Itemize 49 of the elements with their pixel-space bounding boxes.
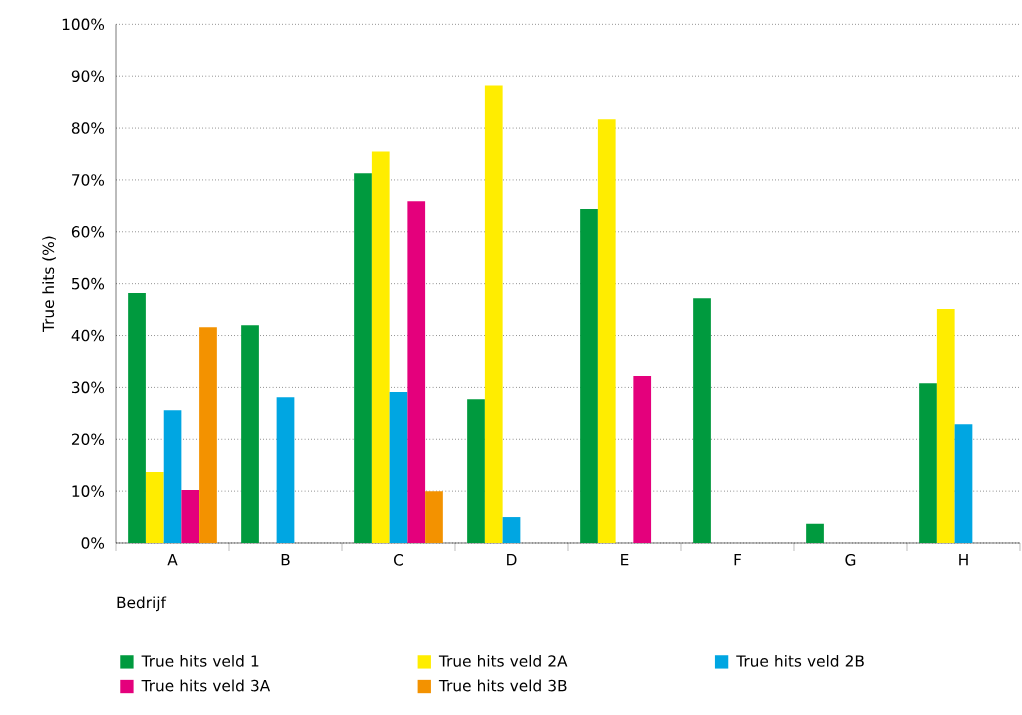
bar <box>128 293 146 543</box>
x-tick-label: E <box>621 554 629 566</box>
bar <box>954 424 973 543</box>
x-tick-label: G <box>845 554 856 566</box>
bar <box>199 327 217 543</box>
y-tick-label: 30% <box>72 381 105 394</box>
y-tick-label: 0% <box>81 537 105 549</box>
bar <box>806 523 824 543</box>
x-axis-title: Bedrijf <box>117 596 167 612</box>
legend-label: True hits veld 2A <box>438 654 568 667</box>
bar <box>580 208 598 543</box>
bar <box>919 383 937 543</box>
bar <box>936 309 955 543</box>
y-tick-label: 80% <box>71 122 105 134</box>
legend-label: True hits veld 3A <box>141 679 271 692</box>
bar <box>276 397 295 543</box>
bar <box>693 298 711 543</box>
bar <box>241 325 259 543</box>
legend-label: True hits veld 1 <box>141 654 259 667</box>
bar <box>145 471 164 543</box>
y-axis-title: True hits (%) <box>42 236 56 333</box>
x-tick-label: B <box>281 554 290 566</box>
y-tick-label: 50% <box>72 277 105 290</box>
x-tick-label: A <box>167 554 178 566</box>
bar <box>425 491 443 543</box>
bar <box>371 151 390 543</box>
x-tick-label: D <box>507 554 517 566</box>
y-tick-label: 100% <box>62 18 105 31</box>
bar <box>633 375 652 543</box>
bar <box>484 85 503 543</box>
bar <box>389 392 408 543</box>
bar <box>181 490 200 543</box>
bar <box>354 173 372 543</box>
x-tick-label: C <box>394 554 404 566</box>
bar <box>597 119 616 543</box>
y-tick-label: 40% <box>71 329 105 342</box>
y-tick-label: 10% <box>72 485 105 497</box>
bar <box>163 410 182 543</box>
x-tick-label: H <box>959 554 968 566</box>
y-tick-label: 90% <box>71 70 105 82</box>
legend-label: True hits veld 3B <box>438 679 567 692</box>
bar <box>407 201 426 543</box>
x-tick-label: F <box>734 554 742 566</box>
bar <box>467 399 485 543</box>
legend-label: True hits veld 2B <box>736 654 864 667</box>
y-tick-label: 70% <box>72 174 105 186</box>
y-tick-label: 20% <box>71 433 105 446</box>
bar <box>502 517 521 543</box>
y-tick-label: 60% <box>71 226 105 238</box>
